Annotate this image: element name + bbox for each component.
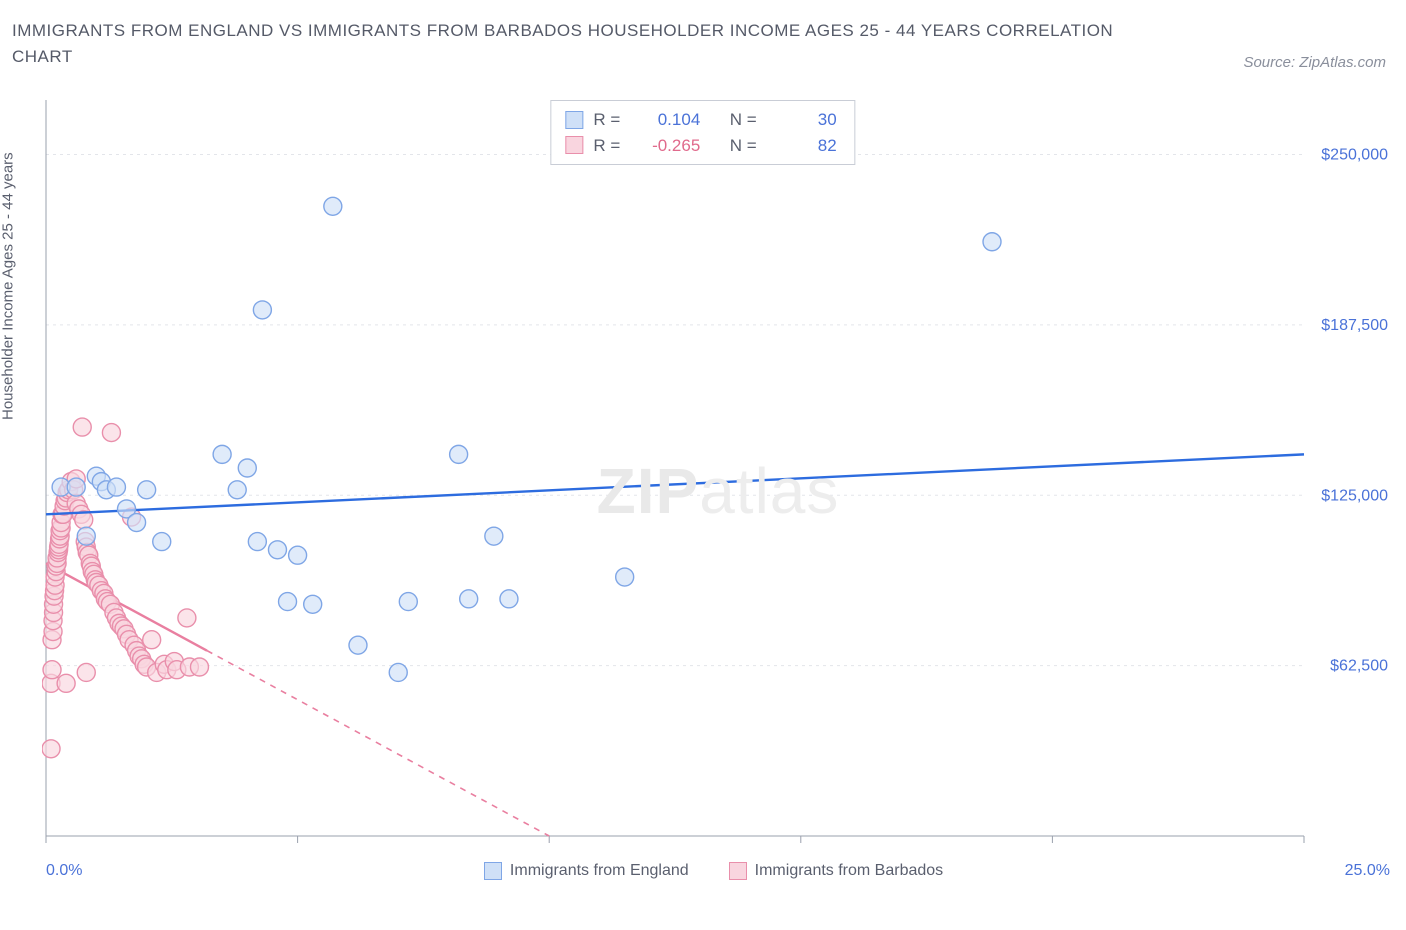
svg-text:$125,000: $125,000 — [1321, 487, 1388, 504]
r-label: R = — [593, 133, 620, 159]
r-value-barbados: -0.265 — [630, 133, 700, 159]
svg-text:$187,500: $187,500 — [1321, 317, 1388, 334]
key-barbados-label: Immigrants from Barbados — [755, 862, 944, 880]
swatch-barbados — [565, 136, 583, 154]
swatch-england-icon — [484, 862, 502, 880]
r-label: R = — [593, 107, 620, 133]
svg-text:$250,000: $250,000 — [1321, 147, 1388, 164]
legend-row-barbados: R = -0.265 N = 82 — [565, 133, 836, 159]
key-barbados: Immigrants from Barbados — [729, 862, 944, 880]
plot-container: ZIPatlas $62,500$125,000$187,500$250,000… — [42, 96, 1394, 886]
correlation-legend: R = 0.104 N = 30 R = -0.265 N = 82 — [550, 100, 855, 165]
swatch-barbados-icon — [729, 862, 747, 880]
n-label: N = — [730, 107, 757, 133]
key-england: Immigrants from England — [484, 862, 689, 880]
x-max-label: 25.0% — [1345, 862, 1390, 880]
r-value-england: 0.104 — [630, 107, 700, 133]
n-value-england: 30 — [767, 107, 837, 133]
y-axis-label: Householder Income Ages 25 - 44 years — [0, 152, 17, 420]
series-legend: Immigrants from England Immigrants from … — [484, 862, 943, 880]
svg-text:$62,500: $62,500 — [1330, 658, 1388, 675]
legend-row-england: R = 0.104 N = 30 — [565, 107, 836, 133]
chart-title: IMMIGRANTS FROM ENGLAND VS IMMIGRANTS FR… — [12, 18, 1132, 69]
n-value-barbados: 82 — [767, 133, 837, 159]
n-label: N = — [730, 133, 757, 159]
key-england-label: Immigrants from England — [510, 862, 689, 880]
swatch-england — [565, 111, 583, 129]
x-axis-row: 0.0% Immigrants from England Immigrants … — [42, 856, 1394, 886]
scatter-chart: $62,500 $125,000 $187,500 $250,000 — [42, 96, 1394, 856]
x-min-label: 0.0% — [46, 862, 82, 880]
source-label: Source: ZipAtlas.com — [1243, 54, 1386, 71]
